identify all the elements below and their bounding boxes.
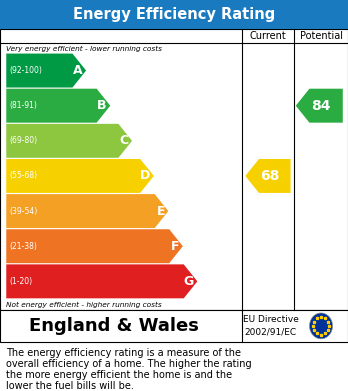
Text: England & Wales: England & Wales [29, 317, 199, 335]
Text: Current: Current [250, 31, 286, 41]
Text: Very energy efficient - lower running costs: Very energy efficient - lower running co… [6, 45, 162, 52]
Circle shape [310, 313, 332, 339]
Polygon shape [6, 89, 110, 123]
Bar [0, 310, 348, 342]
Polygon shape [245, 159, 291, 193]
Polygon shape [6, 264, 197, 298]
Text: Energy Efficiency Rating: Energy Efficiency Rating [73, 7, 275, 22]
Text: The energy efficiency rating is a measure of the: The energy efficiency rating is a measur… [6, 348, 241, 358]
Text: (21-38): (21-38) [10, 242, 38, 251]
Text: (69-80): (69-80) [10, 136, 38, 145]
Text: 84: 84 [311, 99, 330, 113]
Text: the more energy efficient the home is and the: the more energy efficient the home is an… [6, 370, 232, 380]
Text: 2002/91/EC: 2002/91/EC [245, 328, 296, 337]
Polygon shape [6, 159, 154, 193]
Polygon shape [6, 229, 183, 263]
Text: (1-20): (1-20) [10, 277, 33, 286]
Text: (55-68): (55-68) [10, 171, 38, 181]
Bar [0, 29, 348, 310]
Polygon shape [6, 54, 86, 88]
Text: G: G [184, 275, 194, 288]
Polygon shape [6, 124, 132, 158]
Text: B: B [97, 99, 107, 112]
Polygon shape [296, 89, 343, 123]
Text: C: C [119, 135, 129, 147]
Text: Not energy efficient - higher running costs: Not energy efficient - higher running co… [6, 301, 162, 308]
Text: EU Directive: EU Directive [243, 315, 299, 324]
Text: lower the fuel bills will be.: lower the fuel bills will be. [6, 381, 134, 391]
Text: E: E [156, 204, 165, 217]
Text: (92-100): (92-100) [10, 66, 42, 75]
Text: D: D [140, 169, 150, 183]
Text: (81-91): (81-91) [10, 101, 38, 110]
Polygon shape [6, 194, 168, 228]
Text: A: A [73, 64, 83, 77]
Text: overall efficiency of a home. The higher the rating: overall efficiency of a home. The higher… [6, 359, 252, 369]
Text: 68: 68 [260, 169, 279, 183]
Text: Potential: Potential [300, 31, 342, 41]
Text: F: F [171, 240, 180, 253]
Bar [0, 0, 348, 29]
Text: (39-54): (39-54) [10, 206, 38, 215]
